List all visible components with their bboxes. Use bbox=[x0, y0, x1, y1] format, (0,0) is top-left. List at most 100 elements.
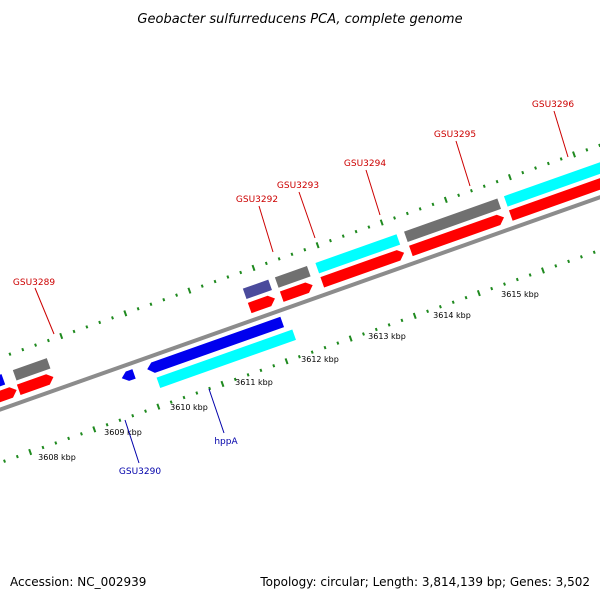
major-tick bbox=[156, 403, 161, 410]
minor-tick bbox=[67, 436, 71, 441]
minor-tick bbox=[131, 413, 135, 418]
minor-tick bbox=[426, 309, 430, 314]
cds-arrow bbox=[409, 214, 505, 257]
minor-tick bbox=[431, 202, 435, 207]
label-leaders bbox=[34, 110, 569, 464]
scale-label: 3610 kbp bbox=[170, 403, 208, 412]
gene-feature-cyan bbox=[315, 234, 401, 274]
leader-gsu3290 bbox=[124, 419, 140, 464]
minor-tick bbox=[418, 207, 422, 211]
leader-gsu3293 bbox=[298, 191, 316, 239]
gene-label-gsu3293: GSU3293 bbox=[277, 181, 319, 191]
minor-tick bbox=[144, 409, 147, 413]
minor-tick bbox=[323, 345, 327, 350]
minor-tick bbox=[21, 347, 25, 352]
minor-tick bbox=[405, 211, 409, 216]
gene-row-reverse bbox=[121, 316, 296, 388]
gene-feature-blue bbox=[147, 316, 285, 373]
minor-tick bbox=[374, 327, 378, 332]
major-tick bbox=[251, 264, 256, 272]
minor-tick bbox=[387, 323, 391, 327]
minor-tick bbox=[118, 418, 122, 423]
minor-tick bbox=[3, 459, 6, 463]
minor-tick bbox=[451, 300, 455, 304]
major-tick bbox=[284, 358, 289, 365]
minor-tick bbox=[310, 350, 314, 354]
gene-label-gsu3294: GSU3294 bbox=[344, 159, 386, 169]
minor-tick bbox=[341, 234, 345, 238]
minor-tick bbox=[54, 441, 58, 445]
minor-tick bbox=[259, 368, 263, 373]
scale-labels: 3608 kbp 3609 kbp 3610 kbp 3611 kbp 3612 kbp… bbox=[38, 290, 539, 462]
minor-tick bbox=[534, 166, 538, 170]
cds-arrow bbox=[320, 250, 405, 288]
gene-feature-gray bbox=[274, 265, 311, 288]
minor-tick bbox=[175, 293, 179, 297]
minor-tick bbox=[367, 225, 371, 229]
outer-tick-ring bbox=[8, 143, 600, 356]
leader-gsu3295 bbox=[455, 140, 471, 187]
leader-hppa bbox=[208, 388, 225, 434]
leader-gsu3294 bbox=[365, 169, 381, 216]
minor-tick bbox=[495, 179, 499, 184]
minor-tick bbox=[503, 282, 506, 286]
gene-feature-cyan bbox=[503, 159, 600, 207]
gene-feature-cyan bbox=[156, 329, 296, 388]
minor-tick bbox=[272, 364, 276, 368]
minor-tick bbox=[182, 395, 186, 400]
minor-tick bbox=[515, 277, 519, 282]
minor-tick bbox=[464, 295, 468, 300]
major-tick bbox=[572, 151, 576, 158]
minor-tick bbox=[546, 161, 550, 166]
major-tick bbox=[507, 173, 512, 181]
scale-label: 3611 kbp bbox=[235, 378, 273, 387]
minor-tick bbox=[490, 286, 494, 291]
minor-tick bbox=[567, 259, 571, 264]
minor-tick bbox=[80, 432, 83, 436]
minor-tick bbox=[105, 423, 109, 427]
genome-summary-text: Topology: circular; Length: 3,814,139 bp… bbox=[259, 575, 590, 589]
gene-label-hppa: hppA bbox=[214, 437, 238, 447]
minor-tick bbox=[72, 329, 76, 334]
minor-tick bbox=[297, 354, 301, 359]
major-tick bbox=[412, 312, 417, 320]
minor-tick bbox=[303, 248, 307, 252]
minor-tick bbox=[362, 332, 365, 336]
minor-tick bbox=[226, 275, 230, 279]
major-tick bbox=[541, 267, 545, 274]
cds-arrow bbox=[247, 295, 275, 314]
major-tick bbox=[476, 289, 481, 297]
minor-tick bbox=[98, 320, 102, 325]
minor-tick bbox=[264, 261, 268, 266]
major-tick bbox=[92, 426, 97, 433]
cds-arrow bbox=[16, 374, 54, 395]
minor-tick bbox=[149, 302, 153, 306]
minor-tick bbox=[162, 297, 166, 302]
minor-tick bbox=[239, 270, 243, 275]
cds-arrow bbox=[279, 282, 313, 302]
minor-tick bbox=[592, 250, 596, 255]
inner-tick-ring bbox=[3, 250, 596, 463]
minor-tick bbox=[233, 377, 237, 382]
minor-tick bbox=[46, 338, 50, 343]
scale-label: 3612 kbp bbox=[301, 355, 339, 364]
minor-tick bbox=[195, 391, 199, 395]
major-tick bbox=[220, 380, 225, 388]
scale-label: 3608 kbp bbox=[38, 453, 76, 462]
minor-tick bbox=[585, 148, 589, 152]
minor-tick bbox=[277, 257, 281, 261]
major-tick bbox=[348, 335, 353, 342]
gene-label-gsu3292: GSU3292 bbox=[236, 195, 278, 205]
leader-gsu3289 bbox=[34, 287, 55, 335]
major-tick bbox=[28, 448, 33, 456]
minor-tick bbox=[354, 229, 358, 234]
major-tick bbox=[123, 310, 128, 317]
minor-tick bbox=[8, 352, 12, 356]
minor-tick bbox=[482, 184, 486, 188]
gene-feature-gray bbox=[404, 198, 502, 242]
minor-tick bbox=[200, 284, 204, 288]
major-tick bbox=[443, 196, 448, 203]
gene-label-gsu3289: GSU3289 bbox=[13, 278, 55, 288]
scale-label: 3613 kbp bbox=[368, 332, 406, 341]
